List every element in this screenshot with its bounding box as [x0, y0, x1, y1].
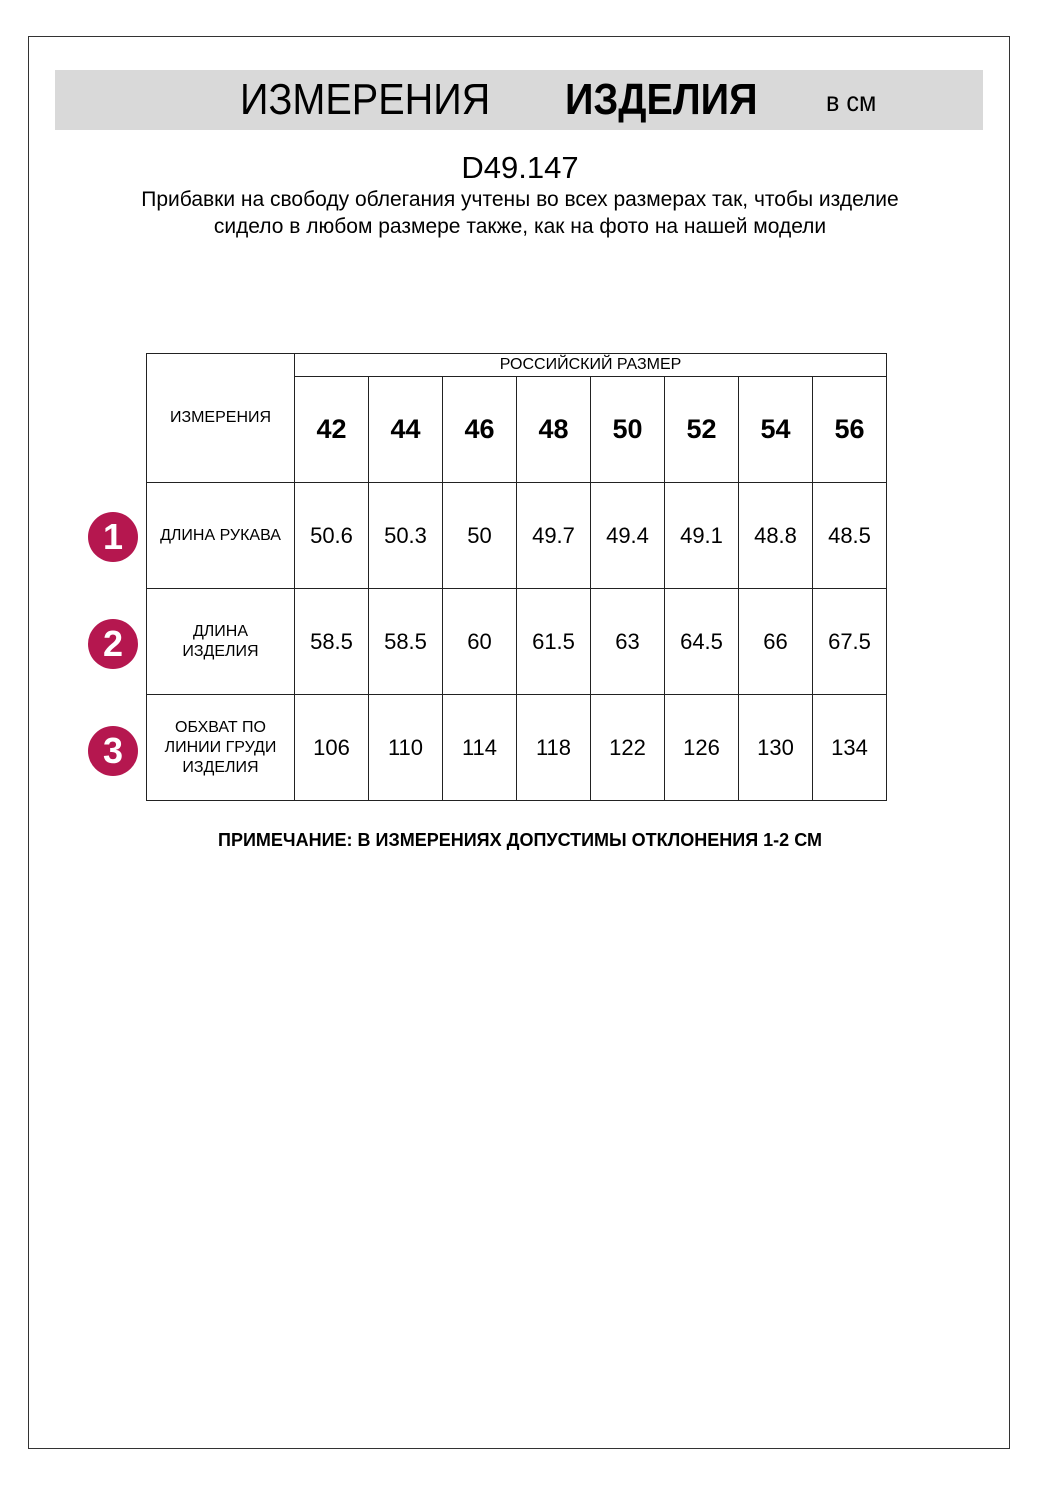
table-row: ДЛИНА РУКАВА 50.6 50.3 50 49.7 49.4 49.1 48.8 48… [146, 482, 887, 589]
value-cell: 58.5 [294, 588, 369, 695]
size-header: 50 [590, 376, 665, 483]
value-cell: 61.5 [516, 588, 591, 695]
value-cell: 60 [442, 588, 517, 695]
value-cell: 48.5 [812, 482, 887, 589]
value-cell: 48.8 [738, 482, 813, 589]
value-cell: 49.4 [590, 482, 665, 589]
value-cell: 50 [442, 482, 517, 589]
table-row: ДЛИНА ИЗДЕЛИЯ 58.5 58.5 60 61.5 63 64.5 66 67.5 [146, 588, 887, 695]
value-cell: 134 [812, 694, 887, 801]
value-cell: 122 [590, 694, 665, 801]
measurement-label: ДЛИНА ИЗДЕЛИЯ [146, 588, 295, 695]
value-cell: 67.5 [812, 588, 887, 695]
value-cell: 49.7 [516, 482, 591, 589]
number-badge: 2 [88, 619, 138, 669]
value-cell: 50.6 [294, 482, 369, 589]
size-header: 42 [294, 376, 369, 483]
size-table: ИЗМЕРЕНИЯ РОССИЙСКИЙ РАЗМЕР 42 44 46 48 50 52… [146, 353, 887, 801]
value-cell: 130 [738, 694, 813, 801]
table-row: ОБХВАТ ПО ЛИНИИ ГРУДИ ИЗДЕЛИЯ 106 110 114 11… [146, 694, 887, 801]
description: Прибавки на свободу облегания учтены во … [141, 188, 899, 238]
number-badge: 1 [88, 512, 138, 562]
note: ПРИМЕЧАНИЕ: В ИЗМЕРЕНИЯХ ДОПУСТИМЫ ОТКЛО… [218, 830, 822, 850]
value-cell: 58.5 [368, 588, 443, 695]
value-cell: 126 [664, 694, 739, 801]
number-badge: 3 [88, 726, 138, 776]
size-group-header: РОССИЙСКИЙ РАЗМЕР [294, 353, 887, 377]
size-header: 44 [368, 376, 443, 483]
value-cell: 50.3 [368, 482, 443, 589]
value-cell: 63 [590, 588, 665, 695]
product-code: D49.147 [461, 150, 579, 185]
measurements-header: ИЗМЕРЕНИЯ [146, 353, 295, 483]
value-cell: 110 [368, 694, 443, 801]
value-cell: 49.1 [664, 482, 739, 589]
page-frame [28, 36, 1010, 1449]
size-header: 48 [516, 376, 591, 483]
measurement-label: ОБХВАТ ПО ЛИНИИ ГРУДИ ИЗДЕЛИЯ [146, 694, 295, 801]
measurement-label: ДЛИНА РУКАВА [146, 482, 295, 589]
size-header: 46 [442, 376, 517, 483]
value-cell: 66 [738, 588, 813, 695]
value-cell: 106 [294, 694, 369, 801]
header-band [55, 70, 983, 130]
value-cell: 114 [442, 694, 517, 801]
title-bold: ИЗДЕЛИЯ [565, 75, 758, 124]
value-cell: 64.5 [664, 588, 739, 695]
title-regular: ИЗМЕРЕНИЯ [240, 75, 491, 124]
size-header: 54 [738, 376, 813, 483]
value-cell: 118 [516, 694, 591, 801]
title-unit: в см [826, 86, 877, 117]
size-header: 56 [812, 376, 887, 483]
size-header: 52 [664, 376, 739, 483]
